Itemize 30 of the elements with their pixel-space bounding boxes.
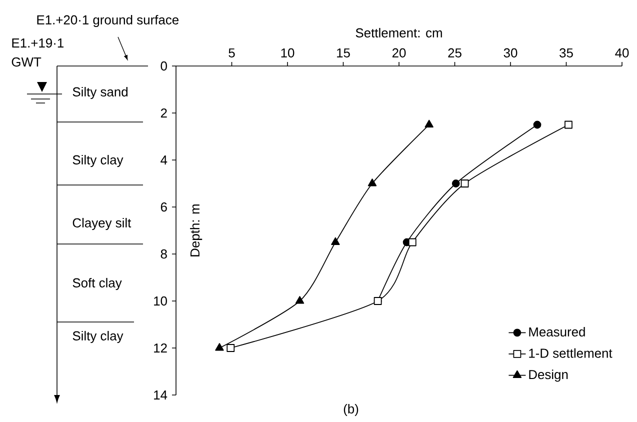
text: Silty clay	[72, 330, 124, 344]
text: Silty sand	[72, 86, 128, 100]
y-tick-label: 12	[154, 343, 167, 353]
y-tick-label: 2	[160, 108, 167, 118]
x-tick-label: 40	[615, 48, 629, 58]
legend-label: Design	[529, 370, 568, 382]
y-tick-label: 8	[160, 249, 167, 259]
y-tick-label: 4	[160, 156, 168, 164]
x-tick-label: 5	[228, 48, 235, 58]
text: Clayey silt	[72, 218, 132, 230]
text: Silty clay	[72, 154, 124, 168]
y-tick-label: 10	[154, 296, 167, 306]
x-tick-label: 35	[560, 48, 573, 58]
x-tick-label: 30	[504, 48, 518, 58]
legend-label: 1-D settlement	[529, 348, 612, 358]
x-tick-label: 15	[337, 48, 350, 58]
legend-label: Measured	[529, 326, 585, 337]
y-axis-title: Depth: m	[190, 204, 202, 256]
y-tick-label: 14	[154, 390, 168, 400]
x-tick-label: 10	[281, 48, 294, 58]
text: GWT	[12, 57, 42, 67]
text: E1.+20·1 ground surface	[37, 14, 179, 28]
x-tick-label: 20	[392, 48, 406, 58]
x-axis-title: Settlement: cm	[356, 28, 442, 38]
x-tick-label: 25	[448, 48, 462, 58]
text: (b)	[344, 404, 358, 416]
text: Soft clay	[72, 278, 122, 290]
text: E1.+19·1	[12, 38, 64, 48]
y-tick-label: 6	[160, 202, 167, 212]
y-tick-label: 0	[160, 61, 167, 71]
